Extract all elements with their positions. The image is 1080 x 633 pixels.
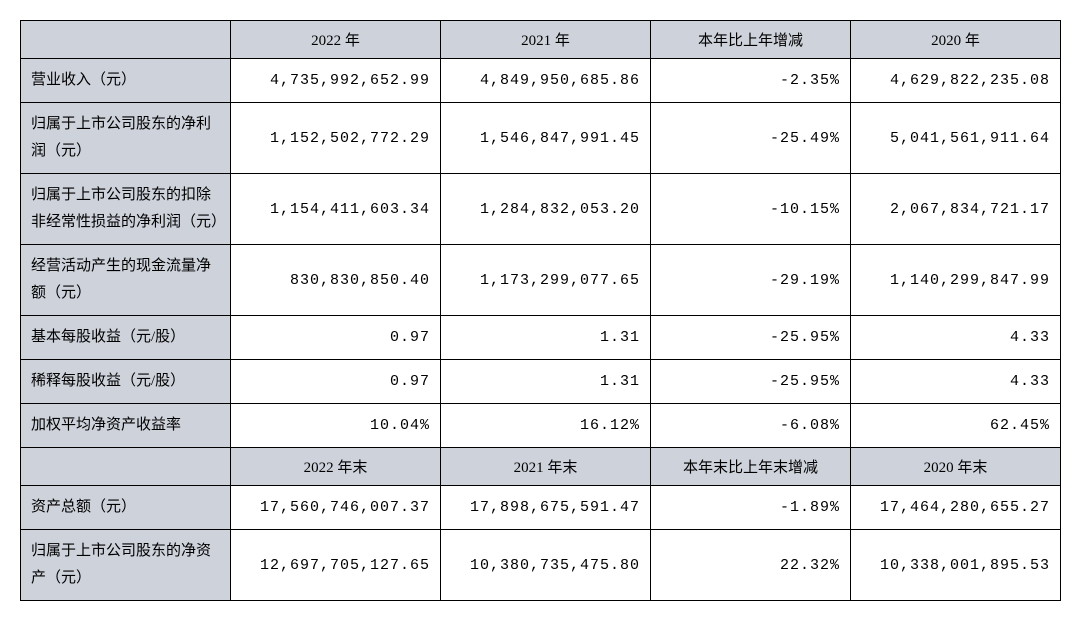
row-label: 稀释每股收益（元/股） <box>21 360 231 404</box>
cell-value: 830,830,850.40 <box>231 245 441 316</box>
table-row: 归属于上市公司股东的净资产（元）12,697,705,127.6510,380,… <box>21 530 1061 601</box>
cell-value: 1.31 <box>441 360 651 404</box>
cell-value: 2,067,834,721.17 <box>851 174 1061 245</box>
row-label: 营业收入（元） <box>21 59 231 103</box>
cell-value: 4.33 <box>851 316 1061 360</box>
table-row: 归属于上市公司股东的扣除非经常性损益的净利润（元）1,154,411,603.3… <box>21 174 1061 245</box>
cell-value: 10,338,001,895.53 <box>851 530 1061 601</box>
cell-value: -25.49% <box>651 103 851 174</box>
cell-value: 22.32% <box>651 530 851 601</box>
table-row: 经营活动产生的现金流量净额（元）830,830,850.401,173,299,… <box>21 245 1061 316</box>
table-row: 归属于上市公司股东的净利润（元）1,152,502,772.291,546,84… <box>21 103 1061 174</box>
cell-value: 1,140,299,847.99 <box>851 245 1061 316</box>
col-header: 本年末比上年末增减 <box>651 448 851 486</box>
row-label: 归属于上市公司股东的净利润（元） <box>21 103 231 174</box>
row-label: 经营活动产生的现金流量净额（元） <box>21 245 231 316</box>
table-row: 加权平均净资产收益率10.04%16.12%-6.08%62.45% <box>21 404 1061 448</box>
row-label: 加权平均净资产收益率 <box>21 404 231 448</box>
cell-value: 1,152,502,772.29 <box>231 103 441 174</box>
cell-value: 1,173,299,077.65 <box>441 245 651 316</box>
cell-value: -25.95% <box>651 316 851 360</box>
col-header: 2020 年 <box>851 21 1061 59</box>
cell-value: 4,849,950,685.86 <box>441 59 651 103</box>
table-row: 稀释每股收益（元/股）0.971.31-25.95%4.33 <box>21 360 1061 404</box>
cell-value: 10,380,735,475.80 <box>441 530 651 601</box>
cell-value: 4.33 <box>851 360 1061 404</box>
row-label: 归属于上市公司股东的净资产（元） <box>21 530 231 601</box>
cell-value: 0.97 <box>231 360 441 404</box>
header-blank <box>21 21 231 59</box>
cell-value: 1,546,847,991.45 <box>441 103 651 174</box>
cell-value: 17,464,280,655.27 <box>851 486 1061 530</box>
col-header: 2020 年末 <box>851 448 1061 486</box>
cell-value: -6.08% <box>651 404 851 448</box>
cell-value: -29.19% <box>651 245 851 316</box>
cell-value: 10.04% <box>231 404 441 448</box>
cell-value: 16.12% <box>441 404 651 448</box>
cell-value: 5,041,561,911.64 <box>851 103 1061 174</box>
cell-value: 17,560,746,007.37 <box>231 486 441 530</box>
cell-value: 17,898,675,591.47 <box>441 486 651 530</box>
col-header: 本年比上年增减 <box>651 21 851 59</box>
header-row: 2022 年末2021 年末本年末比上年末增减2020 年末 <box>21 448 1061 486</box>
cell-value: 1,284,832,053.20 <box>441 174 651 245</box>
cell-value: 4,735,992,652.99 <box>231 59 441 103</box>
row-label: 基本每股收益（元/股） <box>21 316 231 360</box>
table-body: 2022 年2021 年本年比上年增减2020 年营业收入（元）4,735,99… <box>21 21 1061 601</box>
financial-table: 2022 年2021 年本年比上年增减2020 年营业收入（元）4,735,99… <box>20 20 1061 601</box>
cell-value: -2.35% <box>651 59 851 103</box>
col-header: 2021 年 <box>441 21 651 59</box>
col-header: 2021 年末 <box>441 448 651 486</box>
col-header: 2022 年末 <box>231 448 441 486</box>
cell-value: 12,697,705,127.65 <box>231 530 441 601</box>
cell-value: 4,629,822,235.08 <box>851 59 1061 103</box>
table-row: 营业收入（元）4,735,992,652.994,849,950,685.86-… <box>21 59 1061 103</box>
header-row: 2022 年2021 年本年比上年增减2020 年 <box>21 21 1061 59</box>
cell-value: -10.15% <box>651 174 851 245</box>
cell-value: 0.97 <box>231 316 441 360</box>
table-row: 基本每股收益（元/股）0.971.31-25.95%4.33 <box>21 316 1061 360</box>
row-label: 资产总额（元） <box>21 486 231 530</box>
cell-value: 1,154,411,603.34 <box>231 174 441 245</box>
table-row: 资产总额（元）17,560,746,007.3717,898,675,591.4… <box>21 486 1061 530</box>
row-label: 归属于上市公司股东的扣除非经常性损益的净利润（元） <box>21 174 231 245</box>
header-blank <box>21 448 231 486</box>
cell-value: -25.95% <box>651 360 851 404</box>
cell-value: 1.31 <box>441 316 651 360</box>
cell-value: -1.89% <box>651 486 851 530</box>
cell-value: 62.45% <box>851 404 1061 448</box>
col-header: 2022 年 <box>231 21 441 59</box>
